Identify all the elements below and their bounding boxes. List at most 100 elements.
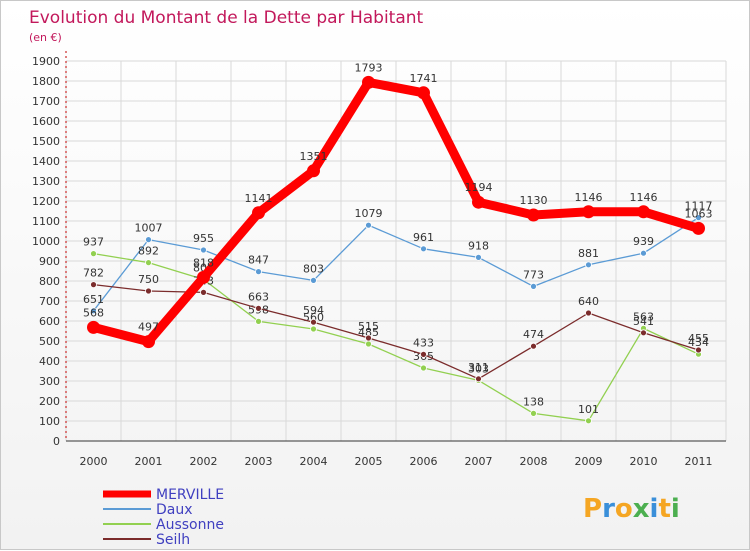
- data-label: 311: [468, 361, 489, 374]
- x-tick-label: 2005: [355, 455, 383, 468]
- data-point: [197, 270, 210, 284]
- data-label: 1351: [300, 150, 328, 163]
- data-label: 651: [83, 293, 104, 306]
- y-tick-label: 800: [39, 275, 60, 288]
- y-tick-label: 0: [53, 435, 60, 448]
- y-tick-label: 900: [39, 255, 60, 268]
- y-tick-label: 1900: [32, 55, 60, 68]
- data-point: [475, 253, 482, 261]
- x-tick-label: 2000: [80, 455, 108, 468]
- logo-letter: r: [602, 494, 615, 524]
- data-label: 1146: [575, 191, 603, 204]
- data-label: 563: [633, 310, 654, 323]
- data-label: 1117: [685, 200, 713, 213]
- data-label: 1146: [630, 191, 658, 204]
- y-tick-label: 400: [39, 355, 60, 368]
- data-label: 961: [413, 231, 434, 244]
- x-tick-label: 2004: [300, 455, 328, 468]
- y-tick-label: 600: [39, 315, 60, 328]
- chart-subtitle: (en €): [29, 31, 62, 44]
- data-point: [200, 288, 207, 296]
- data-label: 1130: [520, 194, 548, 207]
- y-tick-label: 1700: [32, 95, 60, 108]
- y-tick-label: 700: [39, 295, 60, 308]
- data-point: [475, 375, 482, 383]
- data-point: [145, 236, 152, 244]
- logo-letter: o: [615, 494, 633, 524]
- data-label: 1007: [135, 222, 163, 235]
- x-tick-label: 2006: [410, 455, 438, 468]
- data-point: [417, 86, 430, 100]
- data-point: [142, 335, 155, 349]
- y-tick-label: 1600: [32, 115, 60, 128]
- data-point: [90, 250, 97, 258]
- data-label: 1079: [355, 207, 383, 220]
- data-label: 1741: [410, 72, 438, 85]
- legend-label: Daux: [156, 502, 193, 518]
- data-label: 455: [688, 332, 709, 345]
- data-point: [420, 245, 427, 253]
- y-tick-label: 1500: [32, 135, 60, 148]
- data-point: [310, 276, 317, 284]
- data-point: [585, 261, 592, 269]
- data-point: [585, 417, 592, 425]
- data-label: 434: [688, 336, 709, 349]
- logo-text: Proxiti: [583, 494, 680, 524]
- y-tick-label: 500: [39, 335, 60, 348]
- data-label: 803: [303, 262, 324, 275]
- data-point: [310, 325, 317, 333]
- legend-label: MERVILLE: [156, 487, 224, 503]
- grid: [65, 60, 727, 442]
- data-label: 433: [413, 336, 434, 349]
- logo-letter: t: [658, 494, 670, 524]
- logo-letter: P: [583, 494, 602, 524]
- logo-letter: i: [671, 494, 680, 524]
- legend-label: Aussonne: [156, 517, 224, 533]
- data-label: 138: [523, 395, 544, 408]
- data-point: [695, 346, 702, 354]
- series-seilh: 782750743663594515433311474640541455: [83, 267, 709, 383]
- data-point: [310, 318, 317, 326]
- series-merville: 568 497 818 1141 1351 1793 1741 1194 1130 1146 114…: [83, 61, 713, 349]
- y-tick-label: 1300: [32, 175, 60, 188]
- series-group: 651 1007 955 847 803 1079 961 918 773 881 939 1117 9…: [83, 61, 713, 425]
- series-line: [92, 252, 700, 422]
- data-label: 568: [83, 306, 104, 319]
- data-point: [255, 317, 262, 325]
- data-label: 892: [138, 245, 159, 258]
- x-tick-label: 2007: [465, 455, 493, 468]
- data-label: 485: [358, 326, 379, 339]
- data-point: [365, 221, 372, 229]
- data-point: [255, 304, 262, 312]
- data-label: 1793: [355, 61, 383, 74]
- data-label: 497: [138, 321, 159, 334]
- y-tick-label: 200: [39, 395, 60, 408]
- data-point: [87, 320, 100, 334]
- data-label: 939: [633, 235, 654, 248]
- data-label: 881: [578, 247, 599, 260]
- data-point: [530, 282, 537, 290]
- y-tick-label: 1400: [32, 155, 60, 168]
- data-point: [640, 329, 647, 337]
- data-point: [365, 340, 372, 348]
- data-label: 541: [633, 315, 654, 328]
- data-label: 937: [83, 236, 104, 249]
- chart-title: Evolution du Montant de la Dette par Hab…: [29, 8, 424, 28]
- data-label: 773: [523, 268, 544, 281]
- data-point: [365, 334, 372, 342]
- proxiti-logo: Proxiti: [583, 494, 680, 524]
- x-tick-label: 2010: [630, 455, 658, 468]
- data-point: [695, 214, 702, 222]
- series-line: [89, 77, 703, 347]
- x-tick-label: 2008: [520, 455, 548, 468]
- data-label: 782: [83, 267, 104, 280]
- data-point: [90, 281, 97, 289]
- x-tick-label: 2003: [245, 455, 273, 468]
- data-point: [530, 342, 537, 350]
- data-point: [585, 309, 592, 317]
- data-point: [472, 195, 485, 209]
- data-point: [692, 221, 705, 235]
- data-point: [145, 287, 152, 295]
